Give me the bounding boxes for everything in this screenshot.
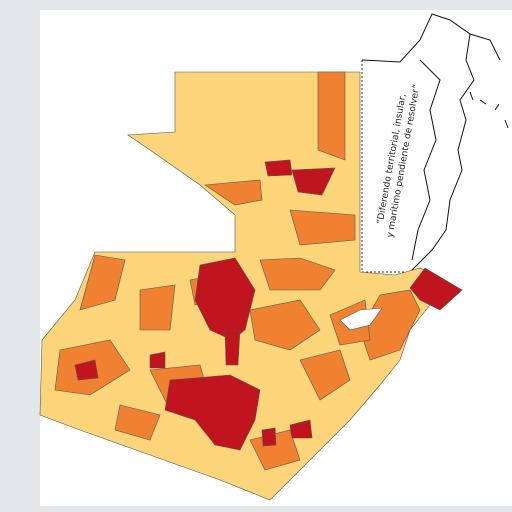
belize-outline xyxy=(361,13,509,273)
municipalities xyxy=(54,71,463,471)
lake xyxy=(339,307,383,331)
